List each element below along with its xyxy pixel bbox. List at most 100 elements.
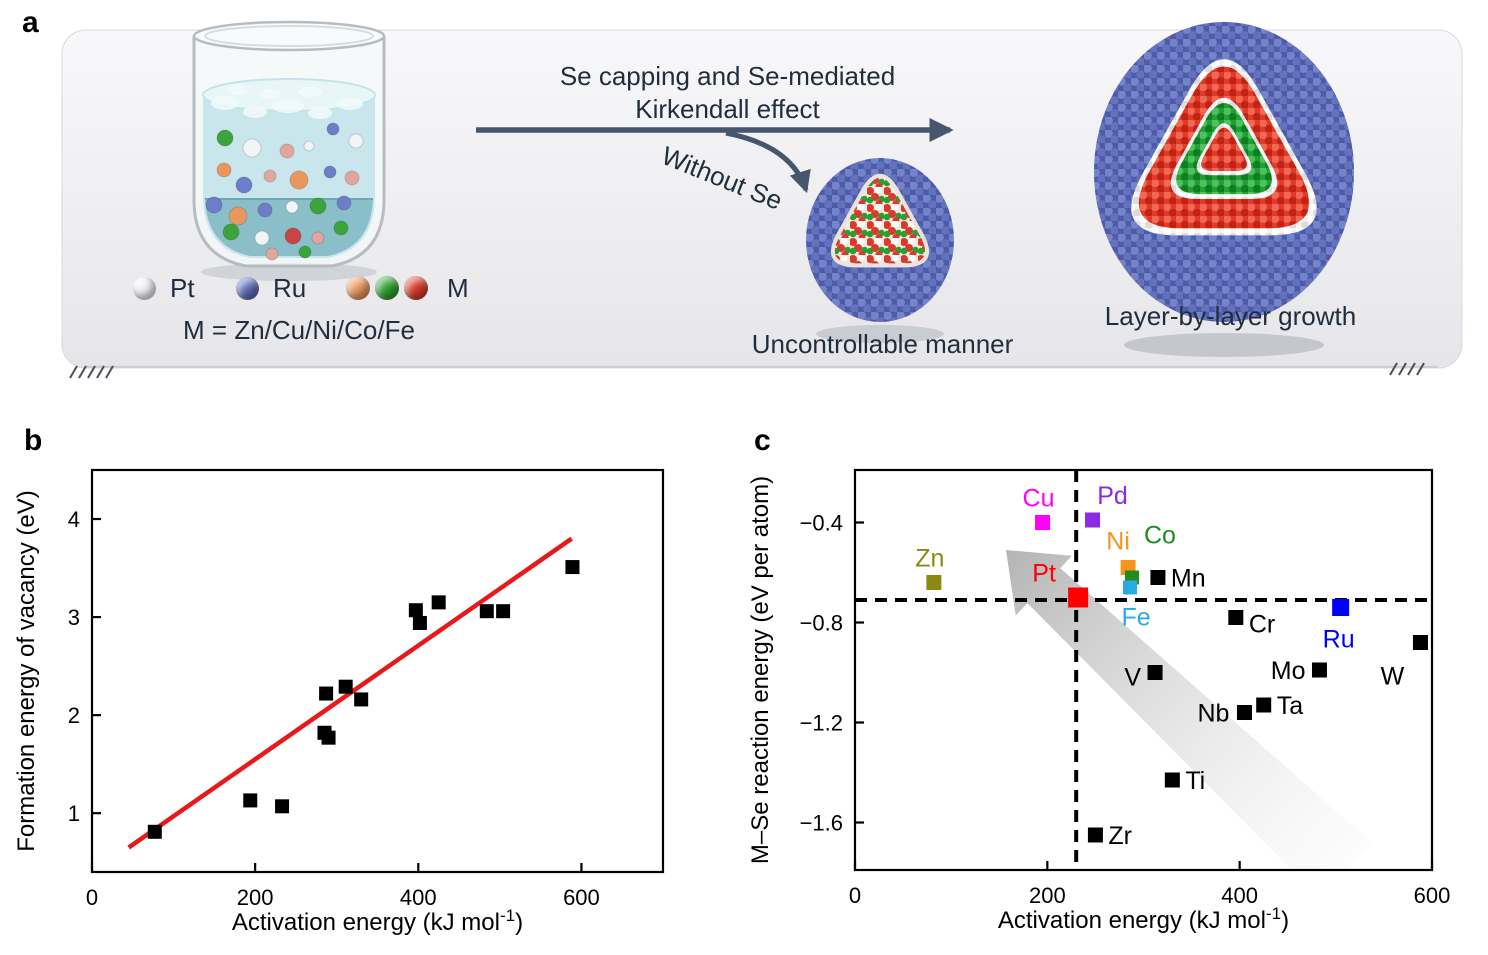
data-point: [412, 615, 427, 630]
element-label-Cu: Cu: [1023, 485, 1055, 513]
plot-frame: [853, 468, 1434, 872]
svg-text:200: 200: [1029, 883, 1066, 908]
x-axis-label: Activation energy (kJ mol-1): [232, 906, 523, 936]
data-point-V: [1147, 665, 1163, 680]
legend-item-m: M: [346, 272, 469, 305]
data-point: [408, 603, 423, 618]
mixed-nanoparticle-illustration: [806, 158, 954, 343]
element-label-Ti: Ti: [1185, 767, 1205, 795]
data-points: [147, 560, 580, 839]
element-label-Pd: Pd: [1097, 482, 1128, 510]
data-point-Zr: [1087, 827, 1103, 843]
x-axis-label: Activation energy (kJ mol-1): [998, 904, 1289, 934]
data-point-Cu: [1035, 515, 1051, 530]
svg-text:3: 3: [68, 605, 80, 630]
data-point-Fe: [1123, 580, 1138, 595]
element-label-Zn: Zn: [915, 545, 944, 573]
m-green-sphere-icon: [375, 276, 399, 301]
data-point-Pt: [1068, 587, 1089, 608]
data-point: [243, 793, 258, 808]
panel-a-label: a: [22, 6, 39, 39]
svg-text:−1.2: −1.2: [800, 711, 843, 736]
reaction-title-line2: Kirkendall effect: [635, 93, 820, 124]
axis-ticks: [90, 517, 583, 872]
svg-text:400: 400: [400, 885, 437, 910]
tick-labels: 0 200 400 600 −0.4 −0.8 −1.2 −1.6: [800, 511, 1451, 909]
svg-text:600: 600: [563, 885, 600, 910]
legend-item-ru: Ru: [236, 272, 306, 305]
axis-ticks: [853, 521, 1434, 870]
m-orange-sphere-icon: [346, 276, 370, 301]
without-se-arrow: [725, 130, 811, 194]
panel-b-chart: 0 200 400 600 1 2 3 4 Activation energy (kJ mol-…: [13, 468, 665, 936]
panel-b-label: b: [24, 424, 43, 457]
legend-ru-label: Ru: [273, 273, 307, 303]
panel-c-chart: 0 200 400 600 −0.4 −0.8 −1.2 −1.6 Activation ene…: [747, 468, 1451, 934]
svg-text:200: 200: [237, 885, 274, 910]
data-point: [319, 686, 334, 701]
layered-nanoparticle-illustration: [1094, 22, 1354, 357]
tick-labels: 0 200 400 600 1 2 3 4: [68, 507, 600, 910]
reaction-title: Se capping and Se-mediated Kirkendall ef…: [495, 60, 960, 125]
data-point: [321, 730, 336, 745]
element-label-Co: Co: [1144, 522, 1176, 550]
m-red-sphere-icon: [404, 276, 428, 301]
element-label-Cr: Cr: [1249, 611, 1275, 639]
data-point-Mo: [1311, 662, 1327, 678]
data-point-Zn: [926, 575, 942, 590]
svg-text:−0.4: −0.4: [800, 511, 843, 536]
slab-edge-hatch-right: [1389, 362, 1425, 376]
ru-sphere-icon: [236, 276, 259, 300]
data-point: [479, 604, 494, 619]
foam-bubbles: [211, 85, 363, 119]
pt-sphere-icon: [133, 276, 156, 300]
data-point: [431, 595, 446, 610]
data-point-Mn: [1150, 570, 1166, 585]
data-point-Ru: [1332, 599, 1350, 616]
y-axis-label: M–Se reaction energy (eV per atom): [747, 476, 774, 864]
element-label-Ta: Ta: [1277, 692, 1304, 720]
data-point: [275, 799, 290, 814]
element-label-Nb: Nb: [1198, 700, 1230, 728]
svg-text:600: 600: [1414, 883, 1451, 908]
data-point: [496, 604, 511, 619]
element-label-Fe: Fe: [1121, 604, 1150, 632]
element-label-Ni: Ni: [1106, 528, 1130, 556]
svg-text:1: 1: [68, 801, 80, 826]
legend-pt-label: Pt: [170, 273, 195, 303]
reaction-title-line1: Se capping and Se-mediated: [559, 61, 896, 91]
svg-text:2: 2: [68, 703, 80, 728]
legend-m-label: M: [447, 273, 469, 303]
m-definition-label: M = Zn/Cu/Ni/Co/Fe: [183, 315, 415, 345]
data-point: [338, 679, 353, 694]
svg-text:400: 400: [1221, 883, 1258, 908]
element-points: Cu Pd Zn Ni Co Pt Fe Mn Cr Ru W Mo V Nb Ta Ti Zr: [915, 482, 1428, 850]
data-point-Cr: [1228, 610, 1244, 625]
element-label-Mo: Mo: [1271, 657, 1306, 685]
svg-text:0: 0: [849, 883, 861, 908]
precursor-spheres: [205, 122, 364, 261]
data-point-Ta: [1256, 697, 1272, 713]
data-point: [147, 824, 162, 839]
data-point-W: [1412, 635, 1428, 650]
element-label-V: V: [1124, 664, 1141, 692]
uncontrollable-label: Uncontrollable manner: [751, 329, 1014, 359]
svg-text:−1.6: −1.6: [800, 811, 843, 836]
data-point-Nb: [1236, 705, 1252, 720]
element-label-Mn: Mn: [1171, 565, 1206, 593]
data-point-Ti: [1164, 772, 1180, 788]
particle-layer: [1201, 127, 1247, 171]
element-label-Zr: Zr: [1108, 822, 1132, 850]
data-point: [565, 560, 580, 575]
element-label-Pt: Pt: [1032, 560, 1056, 588]
data-point-Pd: [1085, 512, 1101, 528]
element-label-W: W: [1381, 663, 1405, 691]
slab-edge-hatch-left: [69, 365, 114, 379]
beaker-illustration: [192, 20, 386, 281]
element-label-Ru: Ru: [1323, 626, 1355, 654]
svg-text:0: 0: [86, 885, 98, 910]
svg-text:−0.8: −0.8: [800, 611, 843, 636]
trend-direction-arrow: [1006, 550, 1372, 870]
legend-item-pt: Pt: [133, 272, 195, 305]
